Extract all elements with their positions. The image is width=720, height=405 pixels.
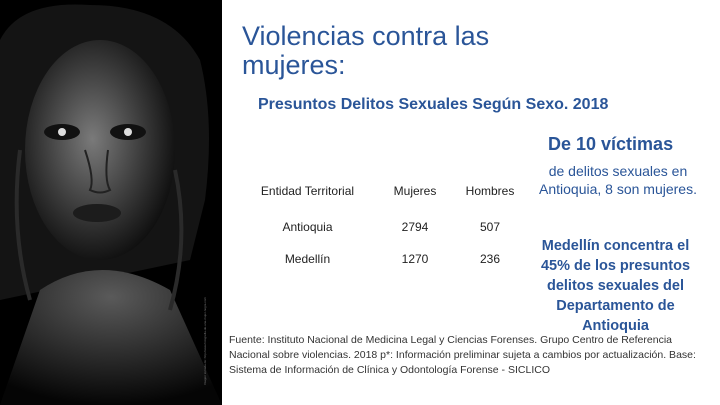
photo-credit: Imagen tomada de: http://www.fotografia-… — [203, 297, 207, 385]
table-header-cell: Entidad Territorial — [260, 183, 355, 198]
data-table: Entidad Territorial Mujeres Hombres Anti… — [235, 168, 530, 276]
highlight-heading: De 10 víctimas — [548, 134, 674, 154]
table-cell: 236 — [479, 251, 501, 266]
slide-subtitle: Presuntos Delitos Sexuales Según Sexo. 2… — [258, 96, 609, 113]
medellin-callout: Medellín concentra el 45% de los presunt… — [540, 238, 691, 334]
table-cell: Antioquia — [282, 220, 333, 234]
table-cell: 507 — [479, 220, 501, 234]
table-row: Antioquia 2794 507 — [235, 213, 530, 241]
table-header-cell: Mujeres — [393, 183, 437, 198]
slide-title: Violencias contra las mujeres: — [242, 21, 490, 80]
source-note: Fuente: Instituto Nacional de Medicina L… — [229, 334, 696, 376]
table-cell: 1270 — [401, 251, 429, 266]
woman-portrait-photo: Imagen tomada de: http://www.fotografia-… — [0, 0, 222, 405]
table-row: Medellín 1270 236 — [235, 241, 530, 276]
highlight-note: de delitos sexuales en Antioquia, 8 son … — [539, 163, 697, 197]
table-cell: Medellín — [284, 251, 331, 266]
table-header-row: Entidad Territorial Mujeres Hombres — [235, 168, 530, 213]
table-cell: 2794 — [401, 220, 429, 234]
table-header-cell: Hombres — [465, 183, 515, 198]
